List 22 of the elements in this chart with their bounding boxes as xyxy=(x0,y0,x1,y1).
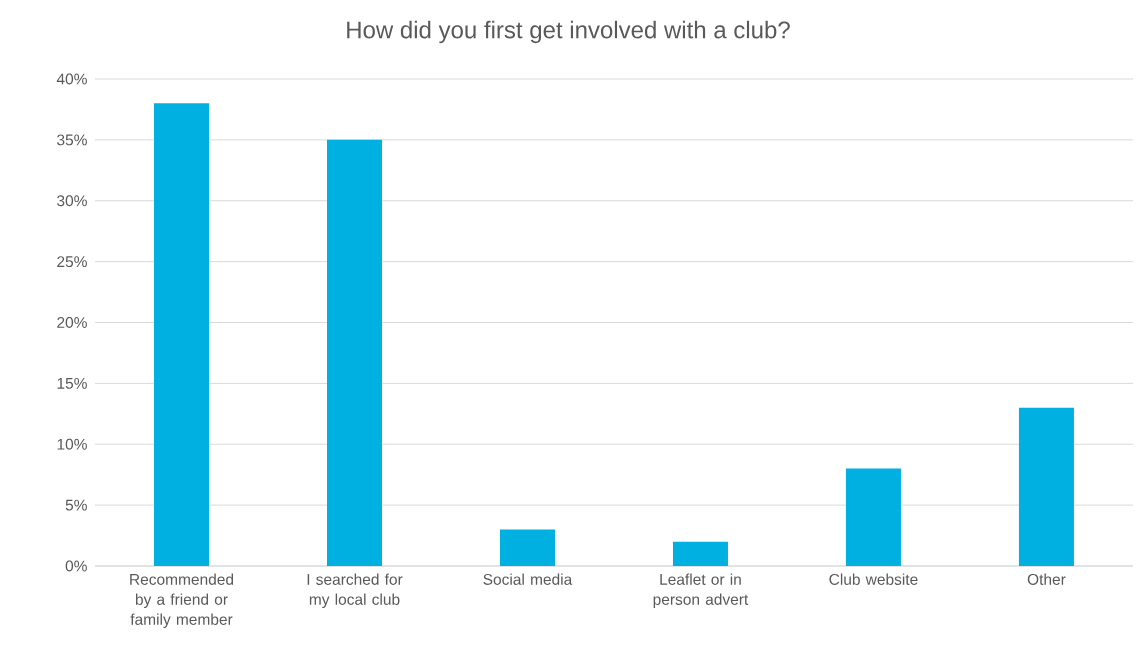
x-tick-label: I searched for my local club xyxy=(307,573,403,608)
bar xyxy=(672,541,728,566)
x-tick-label: Social media xyxy=(483,573,573,585)
y-tick-label: 40% xyxy=(56,73,87,85)
x-tick-label: Leaflet or in person advert xyxy=(653,573,749,608)
y-tick-label: 35% xyxy=(57,134,87,146)
y-tick-label: 0% xyxy=(65,560,87,572)
x-tick-label: Club website xyxy=(829,573,918,585)
y-tick-label: 5% xyxy=(65,499,87,511)
x-tick-label: Recommended by a friend or family member xyxy=(130,573,234,628)
bar xyxy=(154,103,209,566)
bar xyxy=(499,529,555,566)
chart-title: How did you first get involved with a club? xyxy=(347,20,790,44)
y-tick-label: 15% xyxy=(57,377,87,389)
bar xyxy=(326,139,382,566)
bar xyxy=(845,468,901,566)
y-tick-label: 10% xyxy=(57,438,87,450)
y-tick-label: 30% xyxy=(57,195,87,207)
y-tick-label: 25% xyxy=(57,256,87,268)
y-tick-label: 20% xyxy=(57,317,87,328)
bar xyxy=(1018,407,1074,566)
x-tick-label: Other xyxy=(1027,573,1066,585)
